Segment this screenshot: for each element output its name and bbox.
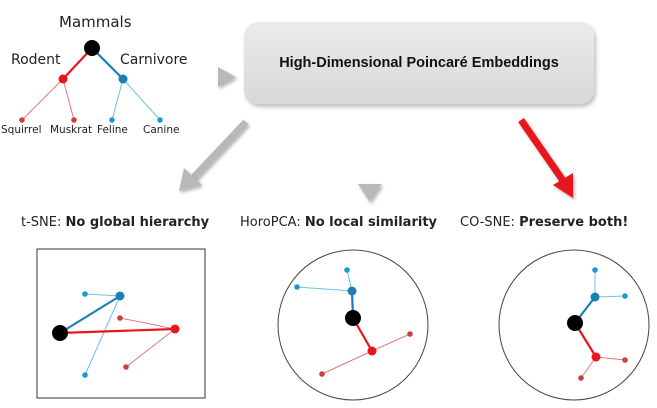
cosne-edge-light-blue-2	[594, 295, 626, 298]
label-mammals: Mammals	[59, 13, 132, 31]
node-mammals	[84, 40, 100, 56]
tsne-frame	[36, 248, 206, 399]
horopca-edge-light-blue-2	[296, 286, 353, 292]
arrow-to-tsne-shaft	[190, 119, 249, 181]
node-carnivore	[118, 74, 128, 84]
node-squirrel	[19, 117, 25, 123]
arrows	[179, 67, 573, 202]
node-feline	[109, 117, 115, 123]
arrow-to-tsne-head	[179, 168, 202, 191]
tsne-node-blue	[115, 291, 125, 301]
horopca-leaf-blue-1	[344, 267, 350, 273]
arrow-to-horopca-head	[358, 184, 382, 202]
label-muskrat: Muskrat	[50, 124, 93, 136]
cosne-disk	[498, 249, 650, 401]
embedding-box: High-Dimensional Poincaré Embeddings	[244, 22, 594, 104]
tsne-node-root	[52, 325, 68, 341]
heading-cosne-verdict: Preserve both!	[519, 215, 629, 230]
tsne-leaf-blue-1	[82, 291, 88, 297]
cosne-node-red	[591, 352, 601, 362]
tsne-leaf-blue-2	[82, 372, 88, 378]
heading-horopca-verdict: No local similarity	[304, 215, 438, 230]
cosne-leaf-red-2	[578, 375, 584, 381]
cosne-leaf-blue-2	[622, 293, 628, 299]
panel-cosne	[498, 249, 650, 401]
panel-tsne	[36, 248, 206, 399]
embedding-box-title: High-Dimensional Poincaré Embeddings	[279, 55, 559, 71]
cosne-leaf-red-1	[622, 357, 628, 363]
heading-horopca-method: HoroPCA:	[240, 215, 301, 230]
edge-rodent-muskrat	[62, 78, 75, 121]
heading-tsne: t-SNE: No global hierarchy	[21, 215, 209, 230]
cosne-node-root	[567, 315, 583, 331]
horopca-leaf-blue-2	[294, 284, 300, 290]
horopca-node-root	[345, 310, 361, 326]
edge-carnivore-canine	[122, 78, 161, 121]
horopca-node-blue	[347, 286, 357, 296]
hierarchy-tree	[19, 40, 163, 123]
tsne-leaf-red-2	[123, 364, 129, 370]
cosne-leaf-blue-1	[592, 267, 598, 273]
tsne-edge-light-blue-1	[84, 293, 121, 297]
cosne-node-blue	[590, 292, 600, 302]
tsne-node-red	[170, 324, 180, 334]
heading-cosne: CO-SNE: Preserve both!	[460, 215, 628, 230]
heading-cosne-method: CO-SNE:	[460, 215, 515, 230]
tsne-leaf-red-1	[117, 315, 123, 321]
node-muskrat	[71, 117, 77, 123]
panel-horopca	[277, 249, 429, 401]
node-canine	[157, 117, 163, 123]
label-feline: Feline	[97, 124, 128, 136]
label-rodent: Rodent	[11, 52, 61, 68]
edge-rodent-squirrel	[21, 78, 64, 121]
heading-horopca: HoroPCA: No local similarity	[240, 215, 437, 230]
horopca-leaf-red-1	[407, 331, 413, 337]
label-canine: Canine	[143, 124, 180, 136]
arrow-to-cosne-head	[553, 173, 573, 198]
horopca-edge-light-red-2	[321, 350, 373, 375]
horopca-disk	[277, 249, 429, 401]
tsne-edge-light-red-1	[119, 317, 176, 330]
heading-tsne-method: t-SNE:	[21, 215, 62, 230]
tsne-edge-light-red-2	[125, 328, 176, 368]
node-rodent	[58, 74, 68, 84]
label-squirrel: Squirrel	[1, 124, 42, 136]
tsne-edge-root-red	[59, 327, 176, 335]
label-carnivore: Carnivore	[120, 52, 188, 68]
edge-carnivore-feline	[111, 78, 124, 121]
horopca-node-red	[367, 346, 377, 356]
horopca-leaf-red-2	[319, 371, 325, 377]
horopca-edge-light-red-1	[371, 333, 411, 352]
arrow-to-cosne-shaft	[518, 118, 567, 184]
tsne-edge-root-blue	[59, 295, 121, 334]
tsne-edge-light-blue-2	[84, 295, 121, 376]
cosne-edge-light-red-1	[595, 356, 626, 361]
heading-tsne-verdict: No global hierarchy	[65, 215, 210, 230]
arrow-tree-to-box-head	[218, 67, 236, 87]
